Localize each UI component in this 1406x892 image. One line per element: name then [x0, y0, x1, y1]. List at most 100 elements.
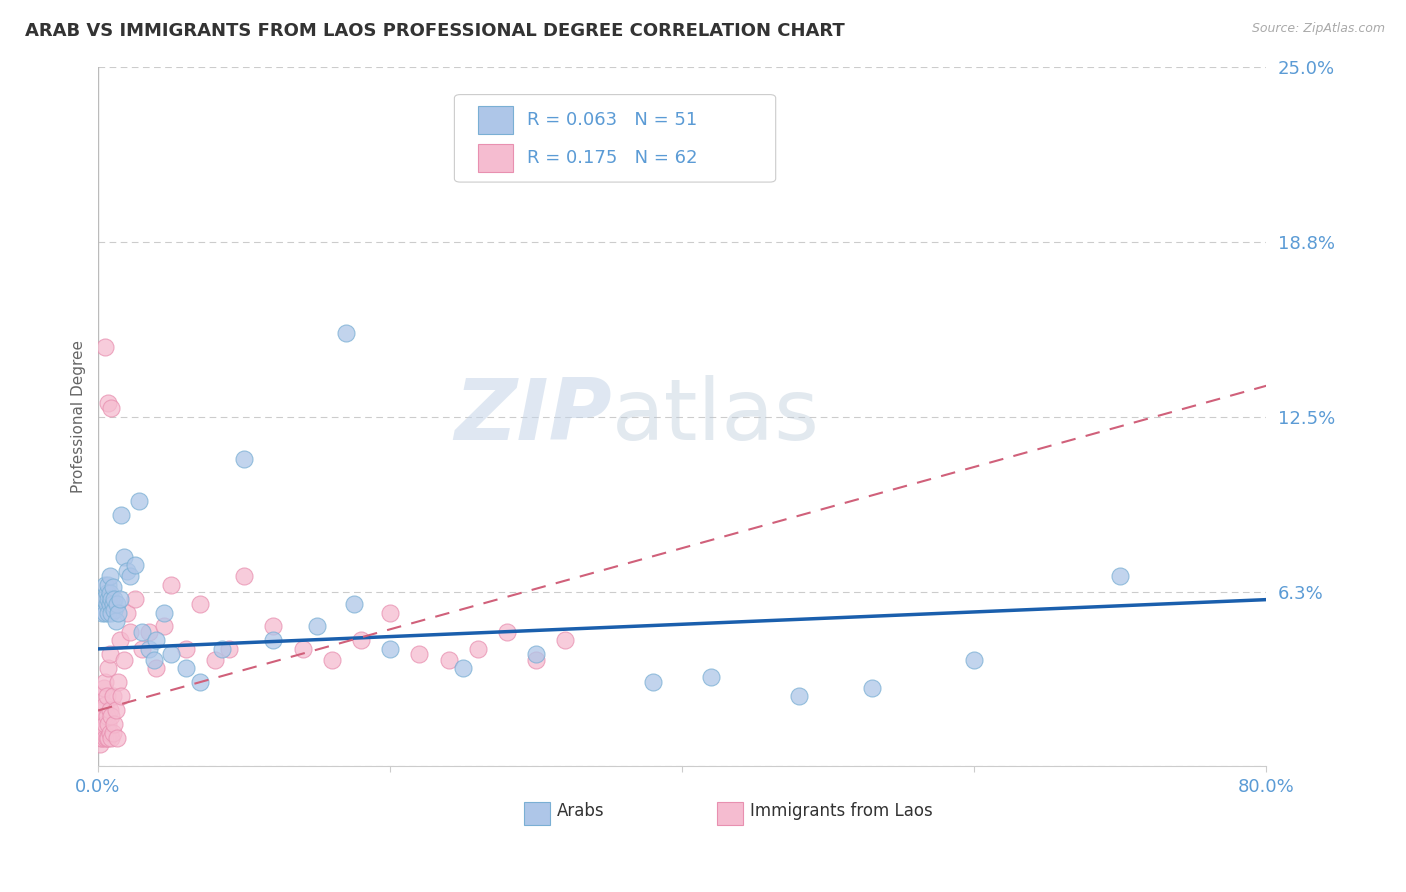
Point: [262, 619, 284, 633]
Point: [100, 731, 122, 746]
Point: [291, 641, 314, 656]
Point: [451, 661, 474, 675]
Point: [101, 690, 124, 704]
Point: [104, 614, 127, 628]
Point: [96, 586, 118, 600]
Point: [378, 641, 401, 656]
Point: [437, 653, 460, 667]
Point: [97, 606, 120, 620]
Point: [496, 625, 519, 640]
Point: [89, 737, 111, 751]
Point: [350, 633, 373, 648]
Point: [93, 681, 115, 695]
Point: [91, 717, 114, 731]
Point: [89, 717, 111, 731]
Point: [98, 586, 121, 600]
Point: [233, 569, 256, 583]
Point: [233, 451, 256, 466]
Point: [700, 670, 723, 684]
Point: [110, 508, 132, 522]
Point: [94, 606, 117, 620]
Point: [98, 704, 121, 718]
Point: [120, 569, 142, 583]
Point: [91, 704, 114, 718]
Point: [90, 731, 112, 746]
Point: [94, 675, 117, 690]
Text: R = 0.175   N = 62: R = 0.175 N = 62: [527, 149, 697, 167]
Point: [93, 709, 115, 723]
FancyBboxPatch shape: [478, 144, 513, 171]
Point: [94, 698, 117, 712]
Point: [554, 633, 576, 648]
Point: [204, 653, 226, 667]
Point: [152, 606, 174, 620]
FancyBboxPatch shape: [524, 802, 550, 824]
Text: Source: ZipAtlas.com: Source: ZipAtlas.com: [1251, 22, 1385, 36]
Point: [96, 731, 118, 746]
Point: [343, 597, 366, 611]
Point: [100, 401, 122, 416]
Point: [1109, 569, 1132, 583]
Point: [120, 625, 142, 640]
Point: [98, 569, 121, 583]
Text: Arabs: Arabs: [557, 802, 605, 820]
Point: [100, 606, 122, 620]
Point: [124, 558, 146, 572]
Point: [96, 690, 118, 704]
Point: [104, 704, 127, 718]
Point: [93, 726, 115, 740]
Point: [211, 641, 233, 656]
Point: [98, 597, 121, 611]
FancyBboxPatch shape: [454, 95, 776, 182]
Point: [103, 591, 125, 606]
Point: [91, 731, 114, 746]
Point: [641, 675, 664, 690]
Point: [524, 653, 547, 667]
Point: [108, 591, 131, 606]
Point: [218, 641, 240, 656]
Point: [90, 690, 112, 704]
Point: [103, 717, 125, 731]
Y-axis label: Professional Degree: Professional Degree: [72, 340, 86, 493]
Point: [152, 619, 174, 633]
Point: [97, 395, 120, 409]
Point: [100, 709, 122, 723]
Point: [108, 633, 131, 648]
Point: [97, 577, 120, 591]
Point: [94, 340, 117, 354]
Point: [860, 681, 883, 695]
Point: [128, 493, 150, 508]
Point: [97, 661, 120, 675]
Point: [97, 717, 120, 731]
Point: [138, 625, 160, 640]
Point: [101, 726, 124, 740]
Text: ARAB VS IMMIGRANTS FROM LAOS PROFESSIONAL DEGREE CORRELATION CHART: ARAB VS IMMIGRANTS FROM LAOS PROFESSIONA…: [25, 22, 845, 40]
Point: [101, 580, 124, 594]
Point: [188, 597, 211, 611]
Point: [524, 648, 547, 662]
Point: [117, 606, 139, 620]
Point: [96, 709, 118, 723]
Point: [94, 717, 117, 731]
Point: [142, 653, 165, 667]
Point: [101, 597, 124, 611]
Point: [96, 597, 118, 611]
Point: [378, 606, 401, 620]
Point: [98, 726, 121, 740]
Point: [131, 625, 153, 640]
Point: [98, 648, 121, 662]
Point: [97, 731, 120, 746]
Point: [94, 731, 117, 746]
Point: [131, 641, 153, 656]
Point: [90, 709, 112, 723]
Point: [307, 619, 329, 633]
Point: [145, 661, 167, 675]
Point: [408, 648, 430, 662]
Point: [103, 603, 125, 617]
Point: [174, 661, 197, 675]
Point: [105, 731, 128, 746]
Text: R = 0.063   N = 51: R = 0.063 N = 51: [527, 112, 697, 129]
Point: [188, 675, 211, 690]
Point: [138, 641, 160, 656]
Point: [93, 591, 115, 606]
